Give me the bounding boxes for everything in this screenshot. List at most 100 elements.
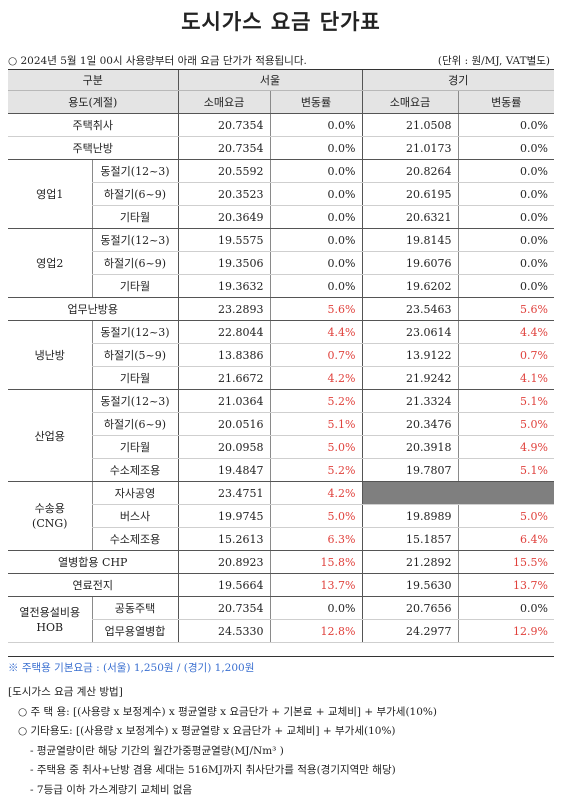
season-label: 공동주택 — [91, 596, 178, 620]
gyeonggi-retail: 19.8989 — [361, 504, 458, 528]
gyeonggi-retail: 19.5630 — [361, 573, 458, 597]
header-seoul-change: 변동률 — [269, 90, 362, 114]
method-title: [도시가스 요금 계산 방법] — [8, 686, 123, 698]
header-gyeonggi-retail: 소매요금 — [361, 90, 458, 114]
gyeonggi-change: 0.0% — [457, 228, 554, 252]
table-row: 업무난방용 23.2893 5.6% 23.5463 5.6% — [8, 297, 554, 321]
header-row-regions: 구분 서울 경기 — [8, 70, 554, 91]
season-label: 기타월 — [91, 366, 178, 390]
season-label: 하절기(5~9) — [91, 343, 178, 367]
table-row: 열전용설비용 HOB 공동주택 20.7354 0.0% 20.7656 0.0… — [8, 596, 554, 643]
effective-date-notice: ○ 2024년 5월 1일 00시 사용량부터 아래 요금 단가가 적용됩니다. — [8, 55, 307, 67]
season-label: 동절기(12~3) — [91, 389, 178, 413]
table-row: 수소제조용 15.2613 6.3% 15.1857 6.4% — [8, 527, 554, 551]
season-label: 동절기(12~3) — [91, 159, 178, 183]
gyeonggi-retail: 20.6195 — [361, 182, 458, 206]
table-row: 기타월 20.3649 0.0% 20.6321 0.0% — [8, 205, 554, 229]
gyeonggi-retail: 20.3918 — [361, 435, 458, 459]
seoul-retail: 20.3523 — [177, 182, 270, 206]
usage-label: 연료전지 — [8, 573, 178, 597]
seoul-retail: 21.0364 — [177, 389, 270, 413]
gyeonggi-retail: 23.5463 — [361, 297, 458, 321]
gyeonggi-change: 5.6% — [457, 297, 554, 321]
seoul-retail: 20.3649 — [177, 205, 270, 229]
page-title: 도시가스 요금 단가표 — [181, 10, 381, 34]
gyeonggi-retail: 21.3324 — [361, 389, 458, 413]
seoul-change: 15.8% — [269, 550, 362, 574]
method-other: ○ 기타용도: [(사용량 x 보정계수) x 평균열량 x 요금단가 + 교체… — [18, 725, 396, 737]
season-label: 하절기(6~9) — [91, 412, 178, 436]
seoul-retail: 19.3506 — [177, 251, 270, 275]
gyeonggi-retail: 21.0508 — [361, 113, 458, 137]
seoul-change: 5.1% — [269, 412, 362, 436]
gyeonggi-retail: 21.0173 — [361, 136, 458, 160]
seoul-retail: 19.4847 — [177, 458, 270, 482]
header-gyeonggi-change: 변동률 — [457, 90, 554, 114]
seoul-change: 0.0% — [269, 228, 362, 252]
seoul-retail: 23.4751 — [177, 481, 270, 505]
gyeonggi-change: 4.4% — [457, 320, 554, 344]
seoul-retail: 23.2893 — [177, 297, 270, 321]
blank-cell — [361, 481, 554, 505]
header-usage: 용도(계절) — [8, 90, 178, 114]
seoul-retail: 21.6672 — [177, 366, 270, 390]
season-label: 기타월 — [91, 205, 178, 229]
season-label: 하절기(6~9) — [91, 251, 178, 275]
table-row: 기타월 20.0958 5.0% 20.3918 4.9% — [8, 435, 554, 459]
gyeonggi-retail: 19.6202 — [361, 274, 458, 298]
seoul-retail: 19.5664 — [177, 573, 270, 597]
table-row: 연료전지 19.5664 13.7% 19.5630 13.7% — [8, 573, 554, 597]
table-row: 하절기(5~9) 13.8386 0.7% 13.9122 0.7% — [8, 343, 554, 367]
seoul-retail: 20.7354 — [177, 596, 270, 620]
seoul-retail: 15.2613 — [177, 527, 270, 551]
seoul-change: 5.0% — [269, 504, 362, 528]
seoul-retail: 20.0516 — [177, 412, 270, 436]
season-label: 기타월 — [91, 274, 178, 298]
gyeonggi-retail: 20.6321 — [361, 205, 458, 229]
unit-label: (단위 : 원/MJ, VAT별도) — [437, 55, 550, 67]
group-label: 산업용 — [8, 389, 92, 482]
calculation-method: [도시가스 요금 계산 방법] ○ 주 택 용: [(사용량 x 보정계수) x… — [8, 683, 554, 800]
seoul-change: 13.7% — [269, 573, 362, 597]
seoul-change: 0.0% — [269, 159, 362, 183]
seoul-retail: 22.8044 — [177, 320, 270, 344]
header-seoul: 서울 — [177, 70, 362, 91]
gyeonggi-retail: 15.1857 — [361, 527, 458, 551]
table-row: 영업2 동절기(12~3) 19.5575 0.0% 19.8145 0.0% — [8, 228, 554, 298]
seoul-change: 0.0% — [269, 113, 362, 137]
group-label: 열전용설비용 HOB — [8, 596, 92, 643]
gyeonggi-retail: 24.2977 — [361, 619, 458, 643]
seoul-change: 6.3% — [269, 527, 362, 551]
table-row: 주택취사 20.7354 0.0% 21.0508 0.0% — [8, 113, 554, 137]
gyeonggi-change: 5.1% — [457, 389, 554, 413]
base-fee-note: ※ 주택용 기본요금 : (서울) 1,250원 / (경기) 1,200원 — [8, 662, 255, 674]
usage-label: 열병합용 CHP — [8, 550, 178, 574]
gyeonggi-change: 4.9% — [457, 435, 554, 459]
gyeonggi-change: 0.0% — [457, 596, 554, 620]
seoul-retail: 19.3632 — [177, 274, 270, 298]
header-gubun: 구분 — [8, 70, 178, 91]
table-bottom-rule — [8, 656, 554, 657]
gyeonggi-change: 0.0% — [457, 274, 554, 298]
gyeonggi-change: 0.0% — [457, 136, 554, 160]
seoul-retail: 19.5575 — [177, 228, 270, 252]
seoul-change: 12.8% — [269, 619, 362, 643]
gyeonggi-change: 13.7% — [457, 573, 554, 597]
table-top-rule — [8, 69, 554, 70]
gyeonggi-change: 5.0% — [457, 504, 554, 528]
table-row: 수소제조용 19.4847 5.2% 19.7807 5.1% — [8, 458, 554, 482]
seoul-change: 5.6% — [269, 297, 362, 321]
seoul-retail: 24.5330 — [177, 619, 270, 643]
group-label: 영업1 — [8, 159, 92, 229]
gyeonggi-change: 5.1% — [457, 458, 554, 482]
header-row-columns: 용도(계절) 소매요금 변동률 소매요금 변동률 — [8, 90, 554, 114]
group-label: 냉난방 — [8, 320, 92, 390]
gyeonggi-change: 6.4% — [457, 527, 554, 551]
gyeonggi-retail: 13.9122 — [361, 343, 458, 367]
gyeonggi-retail: 20.3476 — [361, 412, 458, 436]
header-seoul-retail: 소매요금 — [177, 90, 270, 114]
seoul-retail: 19.9745 — [177, 504, 270, 528]
usage-label: 주택난방 — [8, 136, 178, 160]
seoul-retail: 20.5592 — [177, 159, 270, 183]
seoul-retail: 20.7354 — [177, 136, 270, 160]
